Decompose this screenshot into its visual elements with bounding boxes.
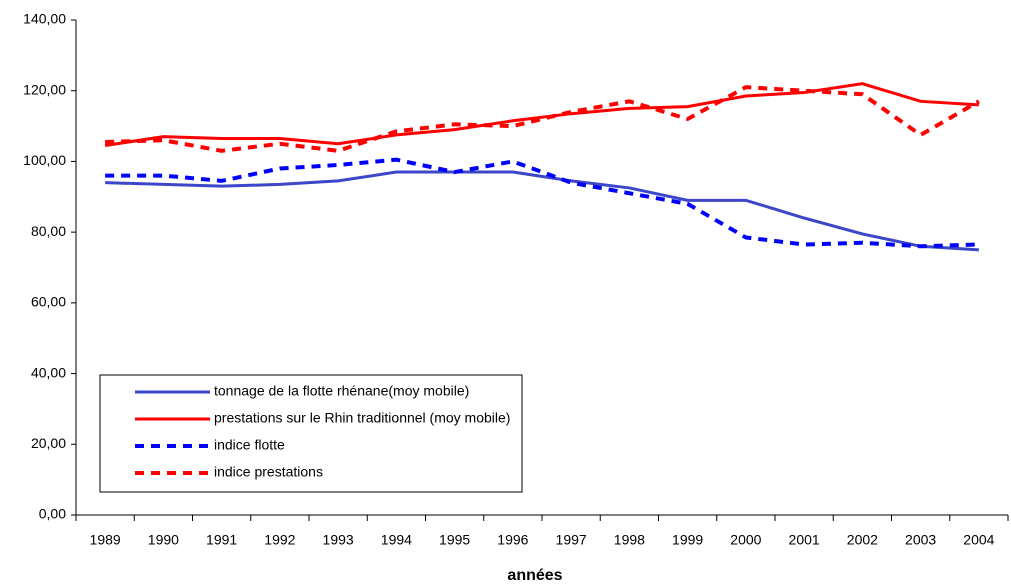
y-tick-label: 100,00: [23, 152, 66, 168]
legend-label: indice flotte: [214, 437, 285, 453]
y-tick-label: 140,00: [23, 11, 66, 27]
legend-box: [99, 374, 523, 493]
legend-label: tonnage de la flotte rhénane(moy mobile): [214, 383, 469, 399]
x-tick-label: 1989: [90, 532, 121, 548]
x-tick-label: 1999: [672, 532, 703, 548]
x-tick-label: 1998: [614, 532, 645, 548]
x-tick-label: 2003: [905, 532, 936, 548]
y-tick-label: 20,00: [31, 435, 66, 451]
x-tick-label: 1996: [497, 532, 528, 548]
series-line: [105, 157, 979, 249]
y-tick-label: 60,00: [31, 294, 66, 310]
legend-label: prestations sur le Rhin traditionnel (mo…: [214, 410, 510, 426]
x-axis-title: années: [507, 567, 562, 584]
legend: tonnage de la flotte rhénane(moy mobile)…: [99, 374, 523, 493]
x-tick-label: 1990: [148, 532, 179, 548]
legend-label: indice prestations: [214, 464, 323, 480]
x-tick-label: 2002: [847, 532, 878, 548]
x-tick-label: 2004: [963, 532, 994, 548]
series-line: [105, 170, 979, 252]
x-tick-label: 1993: [323, 532, 354, 548]
x-tick-label: 2000: [730, 532, 761, 548]
x-tick-label: 1995: [439, 532, 470, 548]
x-tick-label: 1992: [264, 532, 295, 548]
series-line: [104, 82, 979, 148]
y-tick-label: 40,00: [31, 364, 66, 380]
y-tick-label: 120,00: [23, 81, 66, 97]
x-tick-label: 1997: [556, 532, 587, 548]
x-tick-label: 2001: [789, 532, 820, 548]
series-line: [105, 85, 980, 153]
y-tick-label: 0,00: [39, 506, 66, 522]
x-tick-label: 1991: [206, 532, 237, 548]
y-tick-label: 80,00: [31, 223, 66, 239]
x-tick-label: 1994: [381, 532, 412, 548]
